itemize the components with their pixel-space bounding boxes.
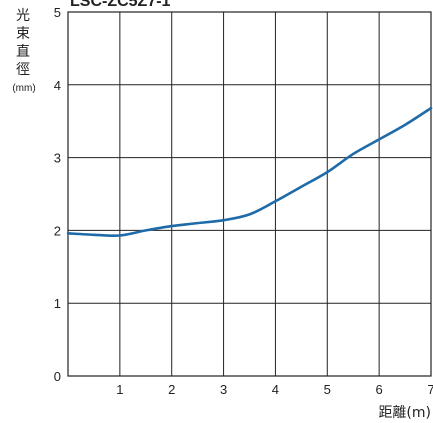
x-tick-label-7: 7 (427, 382, 433, 397)
x-axis-label: 距離(m) (378, 404, 431, 421)
x-tick-label-5: 5 (324, 382, 331, 397)
series-line-0 (66, 106, 433, 238)
y-axis-label-char: 徑 (16, 62, 30, 78)
y-tick-label-3: 3 (54, 151, 61, 166)
y-axis-label-char: 束 (16, 26, 30, 42)
y-tick-label-4: 4 (54, 78, 61, 93)
x-tick-label-4: 4 (272, 382, 279, 397)
y-axis-unit: (mm) (12, 83, 35, 94)
y-axis-label-char: 直 (16, 43, 30, 60)
plot-frame (67, 11, 432, 377)
x-tick-labels: 1 2 3 4 5 6 7 (116, 382, 433, 397)
x-tick-label-2: 2 (168, 382, 175, 397)
x-tick-label-1: 1 (116, 382, 123, 397)
x-tick-label-3: 3 (220, 382, 227, 397)
x-tick-label-6: 6 (376, 382, 383, 397)
y-tick-label-1: 1 (54, 296, 61, 311)
y-tick-labels: 0 1 2 3 4 5 (54, 5, 61, 384)
chart-grid (67, 11, 432, 377)
y-axis-label-char: 光 (16, 8, 30, 24)
y-tick-label-2: 2 (54, 223, 61, 238)
y-tick-label-0: 0 (54, 369, 61, 384)
y-tick-label-5: 5 (54, 5, 61, 20)
chart-title-partial: LSC-ZC5Z7-1 (70, 0, 171, 10)
series-layer (66, 106, 433, 238)
